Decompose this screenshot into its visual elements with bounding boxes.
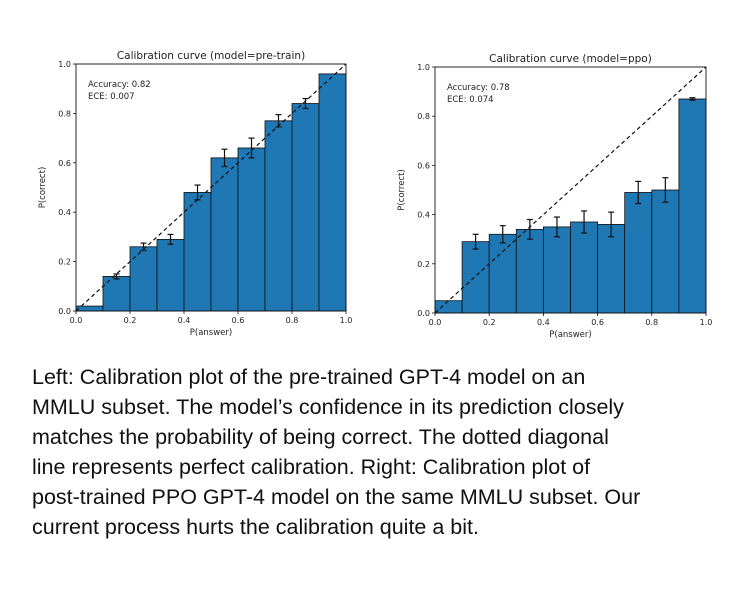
calibration-bar	[434, 300, 463, 314]
accuracy-annotation: Accuracy: 0.82	[88, 80, 151, 90]
caption-line: current process hurts the calibration qu…	[32, 515, 479, 539]
calibration-bar	[624, 192, 653, 314]
caption-line: matches the probability of being correct…	[32, 425, 609, 449]
y-tick-label: 0.8	[58, 109, 71, 118]
error-bar	[248, 137, 255, 159]
error-bar	[499, 225, 506, 244]
y-tick-label: 0.4	[417, 211, 430, 220]
ece-annotation: ECE: 0.007	[88, 92, 135, 102]
y-tick-label: 0.4	[58, 208, 71, 217]
x-tick-label: 1.0	[340, 316, 353, 325]
calibration-bar	[210, 157, 239, 312]
calibration-bar	[264, 120, 293, 312]
calibration-bar	[678, 98, 707, 314]
calibration-bar	[570, 221, 599, 314]
calibration-bar	[515, 228, 544, 314]
y-axis-label: P(correct)	[397, 169, 407, 211]
y-axis-label: P(correct)	[38, 167, 48, 209]
perfect-calibration-line	[434, 66, 707, 314]
y-tick-label: 0.8	[417, 112, 430, 121]
calibration-bar	[183, 192, 212, 312]
x-tick-label: 0.0	[429, 318, 442, 327]
calibration-bar	[461, 241, 490, 314]
figure-caption: Left: Calibration plot of the pre-traine…	[32, 362, 732, 542]
y-tick-label: 0.2	[417, 260, 430, 269]
y-tick-label: 1.0	[58, 60, 71, 69]
perfect-calibration-line	[75, 63, 347, 312]
y-tick-label: 0.6	[417, 161, 430, 170]
calibration-bar	[318, 73, 347, 312]
x-tick-label: 0.2	[483, 318, 496, 327]
error-bar	[689, 97, 696, 101]
error-bar	[275, 114, 282, 128]
error-bar	[581, 210, 588, 234]
error-bar	[635, 180, 642, 205]
calibration-bar	[291, 103, 320, 312]
y-tick-label: 0.6	[58, 159, 71, 168]
plot-frame	[75, 63, 347, 312]
caption-line: post-trained PPO GPT-4 model on the same…	[32, 485, 641, 509]
calibration-chart-ppo: 0.0 0.2 0.4 0.6 0.8 1.0 0.0 0.2 0.4 0.6 0.8 1.0 Cali…	[397, 53, 712, 340]
x-tick-label: 0.0	[70, 316, 83, 325]
y-tick-label: 0.0	[58, 307, 71, 316]
calibration-bar	[129, 246, 158, 312]
error-bar	[553, 216, 560, 238]
x-tick-label: 0.4	[537, 318, 550, 327]
x-tick-label: 0.6	[591, 318, 604, 327]
y-tick-label: 0.2	[58, 258, 71, 267]
calibration-bar	[597, 224, 626, 314]
ece-annotation: ECE: 0.074	[447, 95, 494, 105]
calibration-bar	[237, 147, 266, 312]
error-bar	[302, 97, 309, 110]
chart-title: Calibration curve (model=ppo)	[489, 53, 652, 65]
caption-line: MMLU subset. The model’s confidence in i…	[32, 395, 624, 419]
accuracy-annotation: Accuracy: 0.78	[447, 83, 510, 93]
error-bar	[662, 177, 669, 203]
x-axis-label: P(answer)	[190, 328, 232, 338]
error-bar	[113, 273, 120, 280]
error-bar	[526, 218, 533, 240]
y-tick-label: 1.0	[417, 63, 430, 72]
chart-title: Calibration curve (model=pre-train)	[117, 50, 305, 62]
error-bar	[167, 233, 174, 245]
calibration-chart-pre-train: 0.0 0.2 0.4 0.6 0.8 1.0 0.0 0.2 0.4 0.6 0.8 1.0 Cali…	[38, 50, 352, 338]
calibration-bar	[543, 226, 571, 314]
x-tick-label: 0.4	[178, 316, 191, 325]
calibration-bar	[488, 233, 517, 314]
x-tick-label: 0.8	[645, 318, 658, 327]
error-bar	[472, 233, 479, 250]
calibration-charts: 0.0 0.2 0.4 0.6 0.8 1.0 0.0 0.2 0.4 0.6 0.8 1.0 Cali…	[38, 50, 712, 340]
caption-line: line represents perfect calibration. Rig…	[32, 455, 591, 479]
y-tick-label: 0.0	[417, 309, 430, 318]
plot-frame	[434, 66, 707, 314]
x-axis-label: P(answer)	[549, 330, 591, 340]
calibration-bar	[75, 305, 104, 312]
calibration-bar	[156, 238, 185, 312]
x-tick-label: 0.6	[232, 316, 245, 325]
x-tick-label: 0.8	[286, 316, 299, 325]
error-bar	[608, 211, 615, 238]
calibration-bar	[651, 189, 680, 314]
x-tick-label: 0.2	[124, 316, 137, 325]
error-bar	[221, 148, 228, 168]
caption-line: Left: Calibration plot of the pre-traine…	[32, 365, 586, 389]
calibration-bar	[102, 276, 131, 312]
x-tick-label: 1.0	[700, 318, 713, 327]
